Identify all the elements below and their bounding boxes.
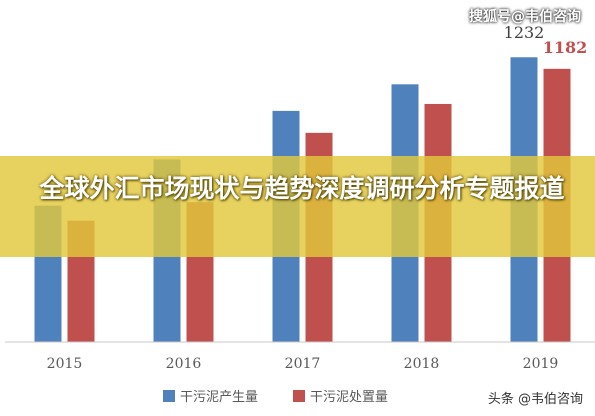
legend: 干污泥产生量 干污泥处置量	[163, 390, 388, 405]
data-label-production-2019: 1232	[504, 23, 545, 42]
watermark-top: 搜狐号@韦伯咨询	[469, 9, 581, 25]
x-tick-2018: 2018	[404, 356, 440, 372]
data-label-disposal-2019: 1182	[543, 38, 588, 57]
watermark-bottom: 头条 @韦伯咨询	[487, 392, 583, 407]
legend-swatch-disposal	[293, 390, 305, 402]
x-tick-2017: 2017	[285, 356, 321, 372]
x-tick-2016: 2016	[166, 356, 202, 372]
legend-swatch-production	[163, 390, 175, 402]
x-tick-labels: 2015 2016 2017 2018 2019	[47, 356, 559, 372]
x-tick-2015: 2015	[47, 356, 83, 372]
banner-title: 全球外汇市场现状与趋势深度调研分析专题报道	[39, 174, 565, 203]
legend-label-disposal: 干污泥处置量	[310, 390, 388, 405]
legend-label-production: 干污泥产生量	[180, 390, 258, 405]
x-tick-2019: 2019	[523, 356, 559, 372]
title-banner	[0, 156, 595, 257]
